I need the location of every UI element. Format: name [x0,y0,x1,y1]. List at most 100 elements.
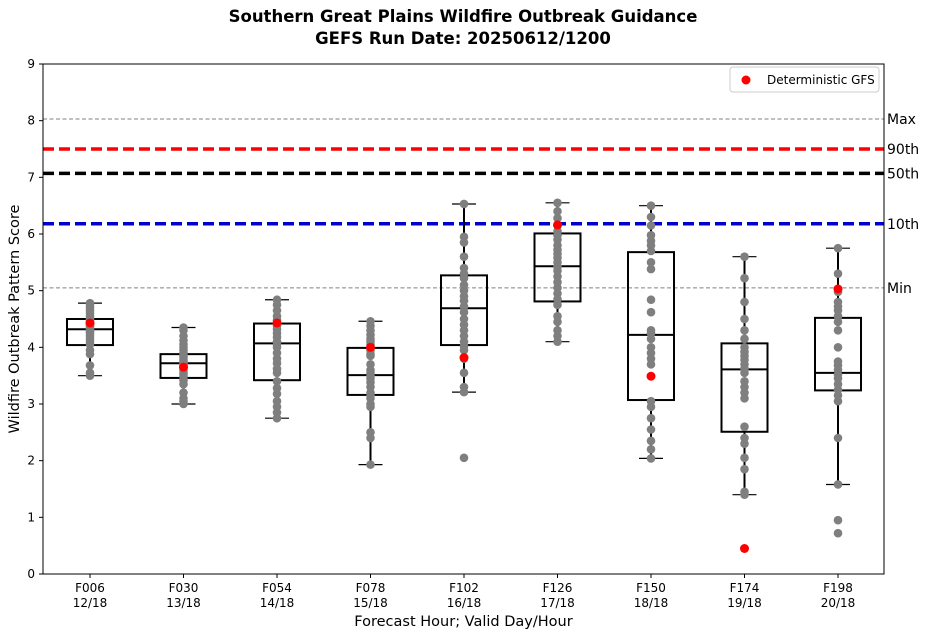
member-point [179,323,188,332]
x-tick-label-hour: F054 [262,581,292,595]
member-point [85,368,95,378]
member-point [833,480,843,489]
member-point [553,326,562,335]
deterministic-point [553,220,562,230]
member-point [740,326,749,335]
y-tick-label: 0 [27,567,35,581]
x-tick-label-hour: F174 [730,581,760,595]
member-point [646,425,656,434]
member-point [646,221,656,230]
chart-title: Southern Great Plains Wildfire Outbreak … [229,7,698,26]
deterministic-point [85,318,95,328]
member-point [459,252,469,261]
reference-lines: Max 90th 50th 10th Min [43,112,919,297]
member-point [646,396,656,406]
member-point [459,199,469,209]
legend-label-deterministic: Deterministic GFS [767,73,875,87]
member-point [459,314,469,324]
member-point [833,243,843,253]
deterministic-points [85,220,843,553]
deterministic-point [366,342,375,352]
deterministic-point [740,544,749,553]
member-point [740,252,749,261]
member-point [646,454,656,463]
y-tick-label: 2 [27,454,35,468]
x-tick-label-hour: F126 [543,581,573,595]
member-point [553,213,562,223]
member-point [272,295,282,305]
member-point [740,487,749,497]
member-point [740,433,749,443]
member-point [740,314,749,324]
member-point [459,382,469,392]
x-axis-label: Forecast Hour; Valid Day/Hour [354,614,572,630]
member-point [833,357,843,366]
x-tick-label-valid: 14/18 [260,596,295,610]
chart-subtitle: GEFS Run Date: 20250612/1200 [315,29,611,48]
member-point [459,453,469,463]
y-tick-label: 1 [27,510,35,524]
x-tick-label-hour: F030 [169,581,199,595]
y-tick-label: 9 [27,57,35,71]
member-point [833,433,843,443]
member-point [833,515,843,525]
member-point [646,326,656,335]
reference-label-50th: 50th [887,166,919,182]
member-point [833,297,843,307]
member-point [85,361,95,370]
deterministic-point [833,284,843,294]
member-point [646,307,656,317]
reference-label-90th: 90th [887,142,919,158]
x-tick-label-hour: F198 [823,581,853,595]
y-tick-label: 7 [27,170,35,184]
y-axis-label: Wildfire Outbreak Pattern Score [7,204,23,433]
y-tick-label: 6 [27,227,35,241]
member-point [553,198,562,208]
member-point [459,280,469,290]
y-tick-label: 8 [27,114,35,128]
legend-marker-deterministic [741,75,751,85]
member-point [646,436,656,446]
x-tick-label-valid: 18/18 [634,596,669,610]
y-tick-label: 3 [27,397,35,411]
member-point [740,422,749,431]
x-tick-label-valid: 17/18 [540,596,575,610]
legend: Deterministic GFS [729,66,880,93]
deterministic-point [272,318,282,328]
member-point [833,269,843,278]
x-tick-label-hour: F078 [356,581,386,595]
member-point [740,453,749,463]
member-point [459,232,469,242]
x-tick-label-valid: 13/18 [166,596,201,610]
reference-label-10th: 10th [887,217,919,233]
member-point [646,413,656,423]
member-point [553,207,562,216]
member-point [646,201,656,210]
x-tick-label-valid: 20/18 [821,596,856,610]
member-point [272,377,282,386]
x-tick-label-valid: 16/18 [447,596,482,610]
member-point [366,428,375,437]
member-point [459,263,469,273]
deterministic-point [646,371,656,381]
member-point [366,316,375,326]
deterministic-point [179,362,188,372]
member-point [740,297,749,307]
member-point [833,343,843,352]
member-point [833,528,843,538]
member-point [833,326,843,335]
member-point [740,334,749,344]
member-point [646,230,656,240]
member-point [740,273,749,283]
member-point [646,212,656,222]
x-tick-label-valid: 19/18 [727,596,762,610]
member-point [366,460,375,469]
deterministic-point [459,353,469,363]
member-point [85,298,95,308]
member-point [272,383,282,393]
member-point [459,368,469,378]
member-point [646,258,656,267]
legend-box [729,66,880,93]
